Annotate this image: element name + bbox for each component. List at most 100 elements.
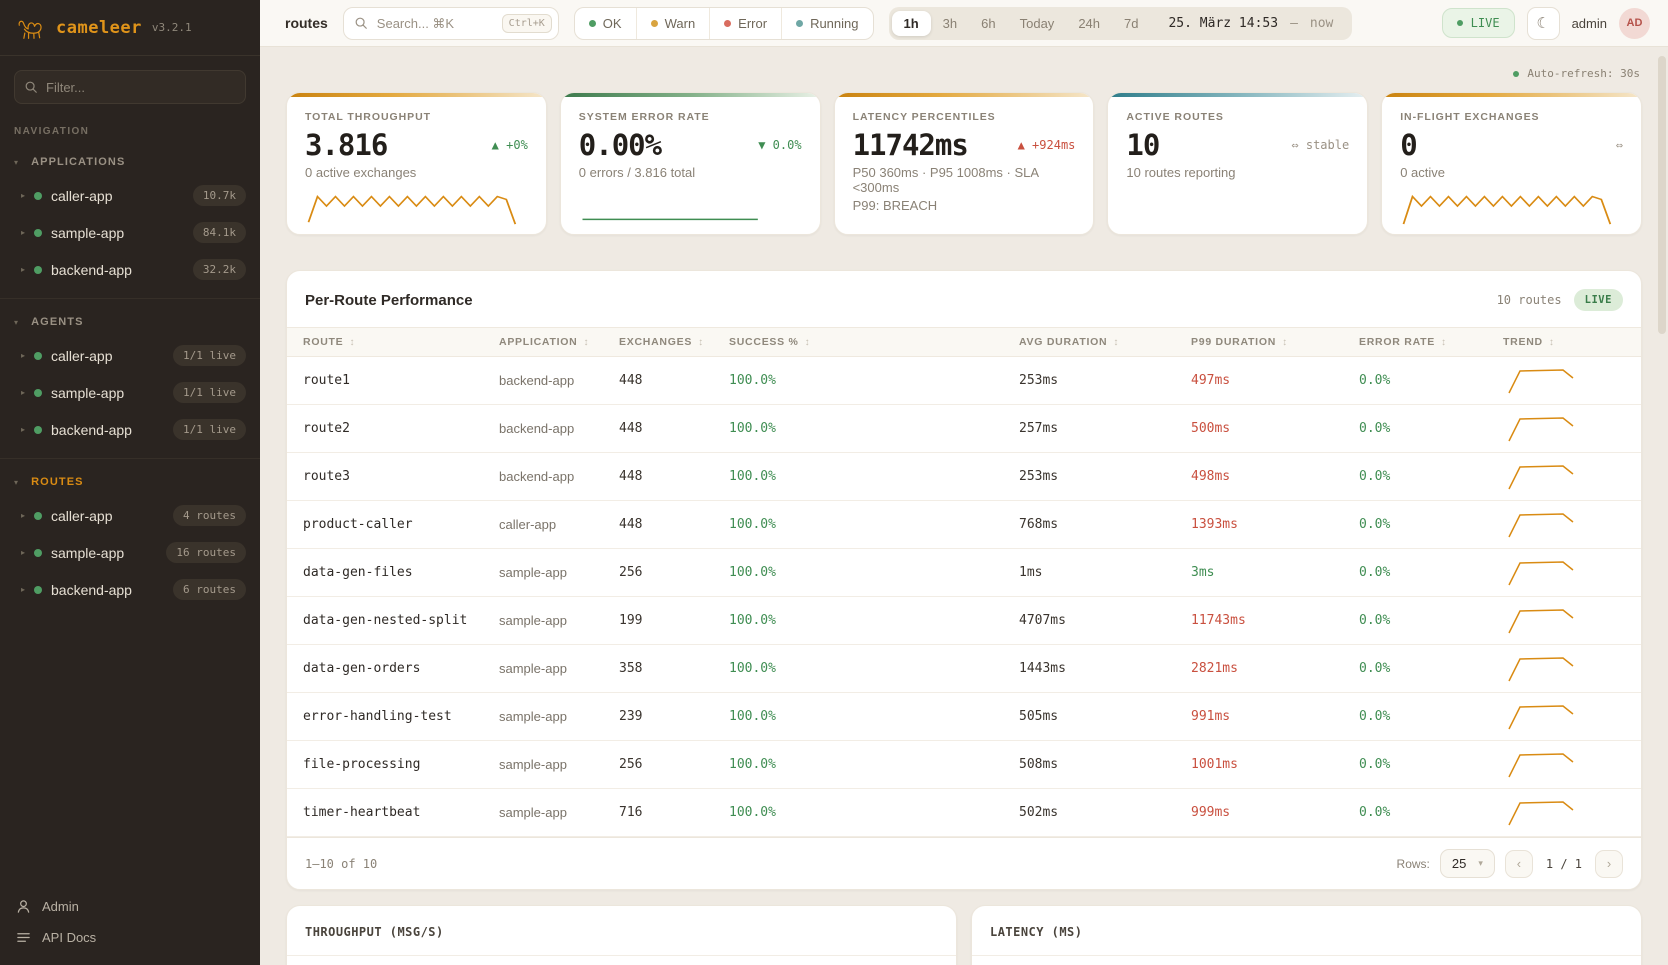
table-row-error-handling-test[interactable]: error-handling-test sample-app 239 100.0… [287,693,1641,741]
sidebar-item-agent-sample-app[interactable]: ▸ sample-app 1/1 live [0,374,260,411]
search-input[interactable] [374,14,495,32]
time-range-24h[interactable]: 24h [1078,15,1101,31]
column-header-success[interactable]: SUCCESS % ↕ [729,336,811,348]
throughput-chart-title: THROUGHPUT (MSG/S) [287,906,956,956]
count-badge: 10.7k [192,185,246,206]
time-range-3h[interactable]: 3h [942,15,958,31]
kpi-delta: ⇔ [1615,138,1623,152]
sidebar-item-agent-backend-app[interactable]: ▸ backend-app 1/1 live [0,411,260,448]
status-dot [34,388,43,397]
table-row-route2[interactable]: route2 backend-app 448 100.0% 257ms 500m… [287,405,1641,453]
count-badge: 6 routes [173,579,246,600]
table-row-route1[interactable]: route1 backend-app 448 100.0% 253ms 497m… [287,357,1641,405]
card-accent-bar [560,93,820,97]
next-page-button[interactable]: › [1595,849,1623,878]
kpi-card-error-rate[interactable]: SYSTEM ERROR RATE 0.00% ▼ 0.0% 0 errors … [559,92,821,235]
sort-icon: ↕ [804,336,811,348]
filter-running[interactable]: Running [781,7,872,39]
chevron-down-icon: ▾ [1478,858,1483,868]
avatar[interactable]: AD [1619,7,1650,39]
routes-count: 10 routes [1496,293,1562,307]
column-header-application[interactable]: APPLICATION ↕ [499,336,590,348]
chevron-right-icon: ▸ [21,191,26,200]
sidebar-item-routes-caller-app[interactable]: ▸ caller-app 4 routes [0,497,260,534]
table-header-row: ROUTE ↕ APPLICATION ↕ EXCHANGES ↕ SUCCESS %… [287,327,1641,357]
scrollbar-thumb[interactable] [1658,56,1666,334]
prev-page-button[interactable]: ‹ [1504,849,1533,878]
time-range-1h[interactable]: 1h [891,10,931,36]
count-badge: 32.2k [192,259,246,280]
sidebar-filter-input[interactable] [14,70,246,104]
per-route-performance-panel: Per-Route Performance 10 routes LIVE ROU… [286,270,1642,890]
sidebar-item-routes-backend-app[interactable]: ▸ backend-app 6 routes [0,571,260,608]
chevron-left-icon: ‹ [1516,856,1522,871]
shortcut-hint: Ctrl+K [501,13,552,33]
live-indicator[interactable]: LIVE [1441,8,1515,38]
time-range-7d[interactable]: 7d [1124,15,1139,31]
filter-warn[interactable]: Warn [635,7,710,39]
sidebar-item-sample-app[interactable]: ▸ sample-app 84.1k [0,214,260,251]
sidebar-item-agent-caller-app[interactable]: ▸ caller-app 1/1 live [0,337,260,374]
sidebar-item-backend-app[interactable]: ▸ backend-app 32.2k [0,251,260,288]
table-row-file-processing[interactable]: file-processing sample-app 256 100.0% 50… [287,741,1641,789]
kpi-card-active-routes[interactable]: ACTIVE ROUTES 10 ⇔ stable 10 routes repo… [1107,92,1369,235]
column-header-trend[interactable]: TREND ↕ [1503,336,1555,348]
trend-sparkline-icon [1503,414,1625,444]
table-row-data-gen-files[interactable]: data-gen-files sample-app 256 100.0% 1ms… [287,549,1641,597]
count-badge: 1/1 live [173,382,246,403]
camel-logo-icon [18,20,42,39]
card-accent-bar [287,93,546,97]
table-row-product-caller[interactable]: product-caller caller-app 448 100.0% 768… [287,501,1641,549]
status-dot [34,228,43,237]
section-header-applications[interactable]: ▾ APPLICATIONS [14,156,126,168]
column-header-route[interactable]: ROUTE ↕ [303,336,356,348]
kpi-card-inflight-exchanges[interactable]: IN-FLIGHT EXCHANGES 0 ⇔ 0 active [1381,92,1642,235]
api-docs-link[interactable]: API Docs [16,930,244,945]
section-applications: ▾ APPLICATIONS ▸ caller-app 10.7k ▸ samp… [0,139,260,298]
table-row-timer-heartbeat[interactable]: timer-heartbeat sample-app 716 100.0% 50… [287,789,1641,837]
auto-refresh-status: Auto-refresh: 30s [286,47,1642,92]
column-header-p99-duration[interactable]: P99 DURATION ↕ [1191,336,1288,348]
sidebar-item-routes-sample-app[interactable]: ▸ sample-app 16 routes [0,534,260,571]
chevron-right-icon: ▸ [21,351,26,360]
table-row-data-gen-orders[interactable]: data-gen-orders sample-app 358 100.0% 14… [287,645,1641,693]
count-badge: 16 routes [166,542,246,563]
section-header-agents[interactable]: ▾ AGENTS [14,316,84,328]
chevron-down-icon: ▾ [14,157,20,167]
time-range-today[interactable]: Today [1019,15,1055,31]
table-row-data-gen-nested-split[interactable]: data-gen-nested-split sample-app 199 100… [287,597,1641,645]
column-header-exchanges[interactable]: EXCHANGES ↕ [619,336,704,348]
app-name: cameleer [56,17,142,38]
trend-sparkline-icon [1503,798,1625,828]
trend-sparkline-icon [1503,750,1625,780]
sidebar: cameleer v3.2.1 NAVIGATION ▾ APPLICATION… [0,0,260,965]
filter-ok[interactable]: OK [575,8,636,39]
chevron-down-icon: ▾ [14,477,20,487]
kpi-card-latency-percentiles[interactable]: LATENCY PERCENTILES 11742ms ▲ +924ms P50… [833,92,1095,235]
count-badge: 84.1k [192,222,246,243]
admin-link[interactable]: Admin [16,899,244,914]
section-routes: ▾ ROUTES ▸ caller-app 4 routes ▸ sample-… [0,458,260,618]
page-indicator: 1 / 1 [1545,856,1582,871]
column-header-error-rate[interactable]: ERROR RATE ↕ [1359,336,1447,348]
filter-error[interactable]: Error [709,7,781,39]
main-column: routes Ctrl+K OK Warn [260,0,1668,965]
table-row-route3[interactable]: route3 backend-app 448 100.0% 253ms 498m… [287,453,1641,501]
chevron-right-icon: ▸ [21,548,26,557]
kpi-card-total-throughput[interactable]: TOTAL THROUGHPUT 3.816 ▲ +0% 0 active ex… [286,92,547,235]
rows-per-page-select[interactable]: 25 ▾ [1439,849,1495,878]
sort-icon: ↕ [1441,336,1447,348]
navigation-label: NAVIGATION [14,126,90,137]
pagination-range: 1–10 of 10 [305,856,378,871]
app-logo[interactable]: cameleer v3.2.1 [0,0,260,56]
column-header-avg-duration[interactable]: AVG DURATION ↕ [1019,336,1120,348]
kpi-cards-row: TOTAL THROUGHPUT 3.816 ▲ +0% 0 active ex… [286,92,1642,235]
count-badge: 1/1 live [173,419,246,440]
chevron-right-icon: › [1606,856,1612,871]
section-agents: ▾ AGENTS ▸ caller-app 1/1 live ▸ sample-… [0,298,260,458]
section-header-routes[interactable]: ▾ ROUTES [14,476,84,488]
time-range-6h[interactable]: 6h [981,15,996,31]
time-range-group: 1h 3h 6h Today 24h 7d 25. März 14:53 — n… [888,6,1353,40]
theme-toggle-button[interactable]: ☾ [1526,6,1560,40]
sidebar-item-caller-app[interactable]: ▸ caller-app 10.7k [0,177,260,214]
